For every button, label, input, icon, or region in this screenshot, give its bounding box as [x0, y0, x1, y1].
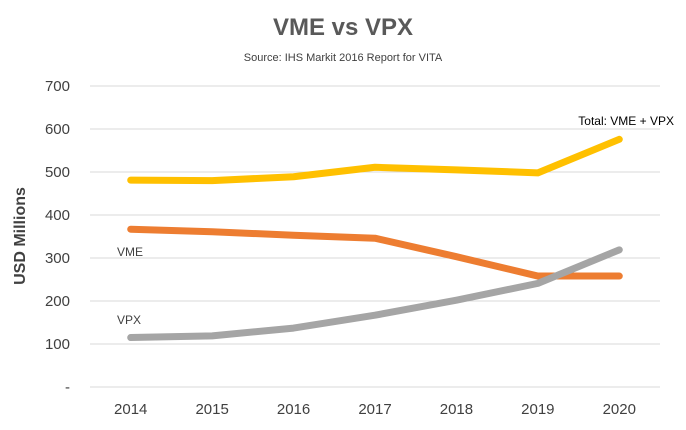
y-tick-label: - — [65, 379, 70, 396]
y-tick-label: 500 — [45, 164, 70, 181]
x-tick-label: 2018 — [440, 401, 473, 418]
x-tick-label: 2019 — [521, 401, 554, 418]
chart-subtitle: Source: IHS Markit 2016 Report for VITA — [244, 52, 443, 64]
x-tick-label: 2016 — [277, 401, 310, 418]
chart-title: VME vs VPX — [273, 14, 413, 41]
y-tick-label: 600 — [45, 121, 70, 138]
x-tick-label: 2015 — [195, 401, 228, 418]
x-tick-label: 2020 — [603, 401, 636, 418]
series-line-total-vme-vpx — [127, 135, 623, 185]
series-line-vme — [127, 225, 623, 280]
x-tick-label: 2014 — [114, 401, 147, 418]
series-label-total: Total: VME + VPX — [578, 114, 674, 128]
y-tick-label: 700 — [45, 78, 70, 95]
y-tick-label: 100 — [45, 336, 70, 353]
series-label-vpx: VPX — [117, 313, 141, 327]
series-label-vme: VME — [117, 245, 143, 259]
series-line-vpx — [127, 246, 623, 342]
y-tick-label: 400 — [45, 207, 70, 224]
y-tick-label: 300 — [45, 250, 70, 267]
y-axis-label: USD Millions — [12, 187, 29, 285]
x-tick-label: 2017 — [358, 401, 391, 418]
y-tick-label: 200 — [45, 293, 70, 310]
